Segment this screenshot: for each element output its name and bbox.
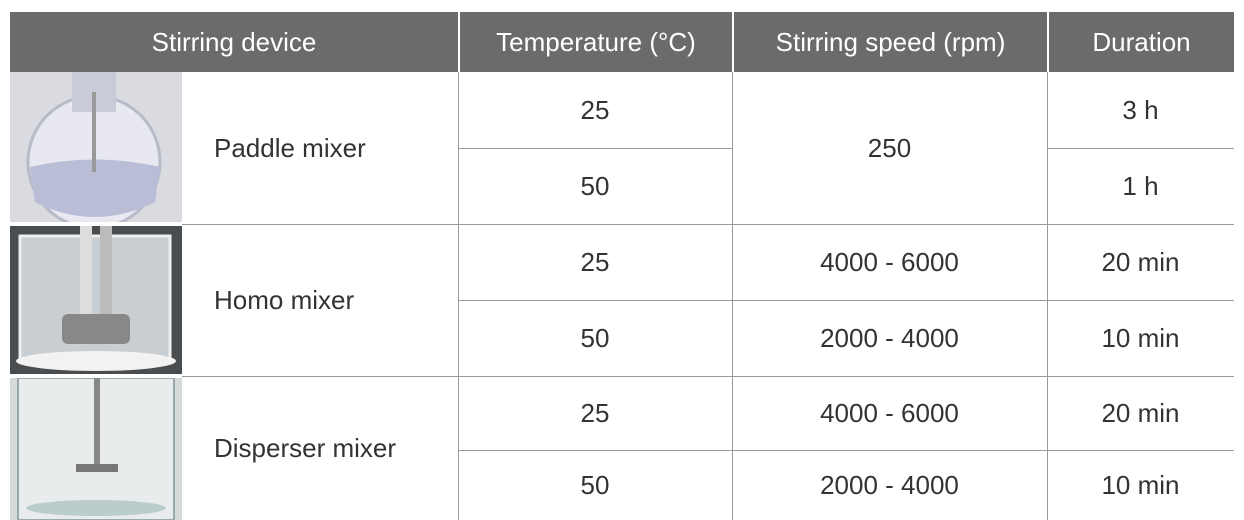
duration: 20 min [1101, 397, 1180, 428]
duration: 10 min [1101, 469, 1180, 500]
header-cell: Temperature (°C) [460, 12, 732, 72]
header-cell: Stirring device [10, 12, 458, 72]
speed: 4000 - 6000 [820, 246, 959, 277]
disperser-photo [10, 378, 182, 520]
speed: 2000 - 4000 [820, 469, 959, 500]
temperature: 50 [580, 469, 610, 500]
header-cell: Duration [1049, 12, 1234, 72]
homo-photo [10, 226, 182, 374]
temperature: 50 [580, 322, 610, 353]
speed: 4000 - 6000 [820, 397, 959, 428]
speed: 250 [867, 132, 912, 163]
duration: 3 h [1122, 94, 1159, 125]
device-name: Homo mixer [214, 284, 355, 315]
device-name: Disperser mixer [214, 432, 397, 463]
temperature: 50 [580, 170, 610, 201]
speed: 2000 - 4000 [820, 322, 959, 353]
temperature: 25 [580, 94, 610, 125]
temperature: 25 [580, 397, 610, 428]
duration: 20 min [1101, 246, 1180, 277]
duration: 10 min [1101, 322, 1180, 353]
device-name: Paddle mixer [214, 132, 366, 163]
temperature: 25 [580, 246, 610, 277]
duration: 1 h [1122, 170, 1159, 201]
header-cell: Stirring speed (rpm) [734, 12, 1047, 72]
paddle-photo [10, 72, 182, 222]
